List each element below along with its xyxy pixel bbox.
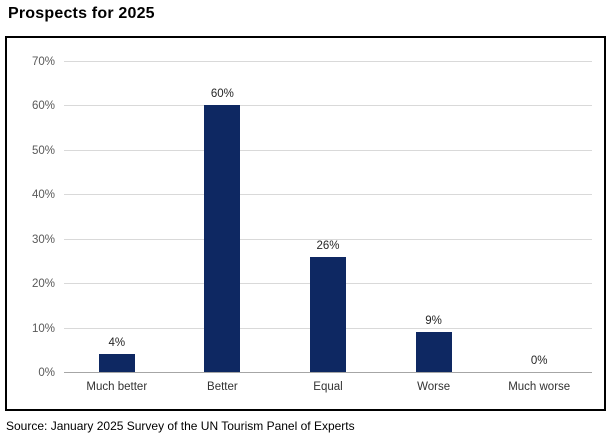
bar bbox=[309, 256, 346, 372]
y-axis-tick-label: 60% bbox=[31, 100, 55, 113]
bar-value-label: 4% bbox=[108, 337, 126, 350]
bar-slot: 9% Worse bbox=[381, 61, 487, 393]
bar-slot: 0% Much worse bbox=[486, 61, 592, 393]
y-axis-tick-label: 30% bbox=[31, 233, 55, 246]
y-axis-tick-label: 0% bbox=[38, 367, 55, 379]
bar-slot: 26% Equal bbox=[275, 61, 381, 393]
bar-value-label: 26% bbox=[316, 239, 340, 252]
gridline bbox=[64, 149, 592, 151]
y-axis-tick-label: 50% bbox=[31, 144, 55, 157]
y-axis-tick-label: 70% bbox=[31, 56, 55, 68]
x-axis-category-label: Much worse bbox=[508, 381, 571, 393]
x-axis-category-label: Better bbox=[207, 381, 238, 393]
gridline bbox=[64, 61, 592, 62]
bar-slot: 4% Much better bbox=[64, 61, 170, 393]
bar-slot: 60% Better bbox=[170, 61, 276, 393]
y-axis-tick-label: 20% bbox=[31, 278, 55, 291]
chart-frame: 0% 10% 20% 30% 40% 50% 60% 70% 4% Much better 60% B… bbox=[5, 36, 606, 411]
bar bbox=[204, 105, 241, 372]
gridline bbox=[64, 194, 592, 196]
gridline bbox=[64, 238, 592, 240]
y-axis-tick-label: 40% bbox=[31, 189, 55, 202]
x-axis-category-label: Equal bbox=[313, 381, 343, 393]
bar-value-label: 9% bbox=[425, 315, 442, 328]
bar bbox=[415, 332, 452, 372]
x-axis-category-label: Worse bbox=[417, 381, 451, 393]
x-axis-category-label: Much better bbox=[86, 381, 148, 393]
source-note: Source: January 2025 Survey of the UN To… bbox=[6, 419, 355, 433]
page-title: Prospects for 2025 bbox=[8, 5, 155, 22]
bar-value-label: 60% bbox=[210, 88, 234, 101]
bar bbox=[98, 354, 135, 372]
gridline bbox=[64, 105, 592, 107]
plot-area: 0% 10% 20% 30% 40% 50% 60% 70% 4% Much better 60% B… bbox=[32, 56, 592, 393]
y-axis-tick-label: 10% bbox=[31, 322, 55, 335]
bar-value-label: 0% bbox=[530, 355, 548, 367]
